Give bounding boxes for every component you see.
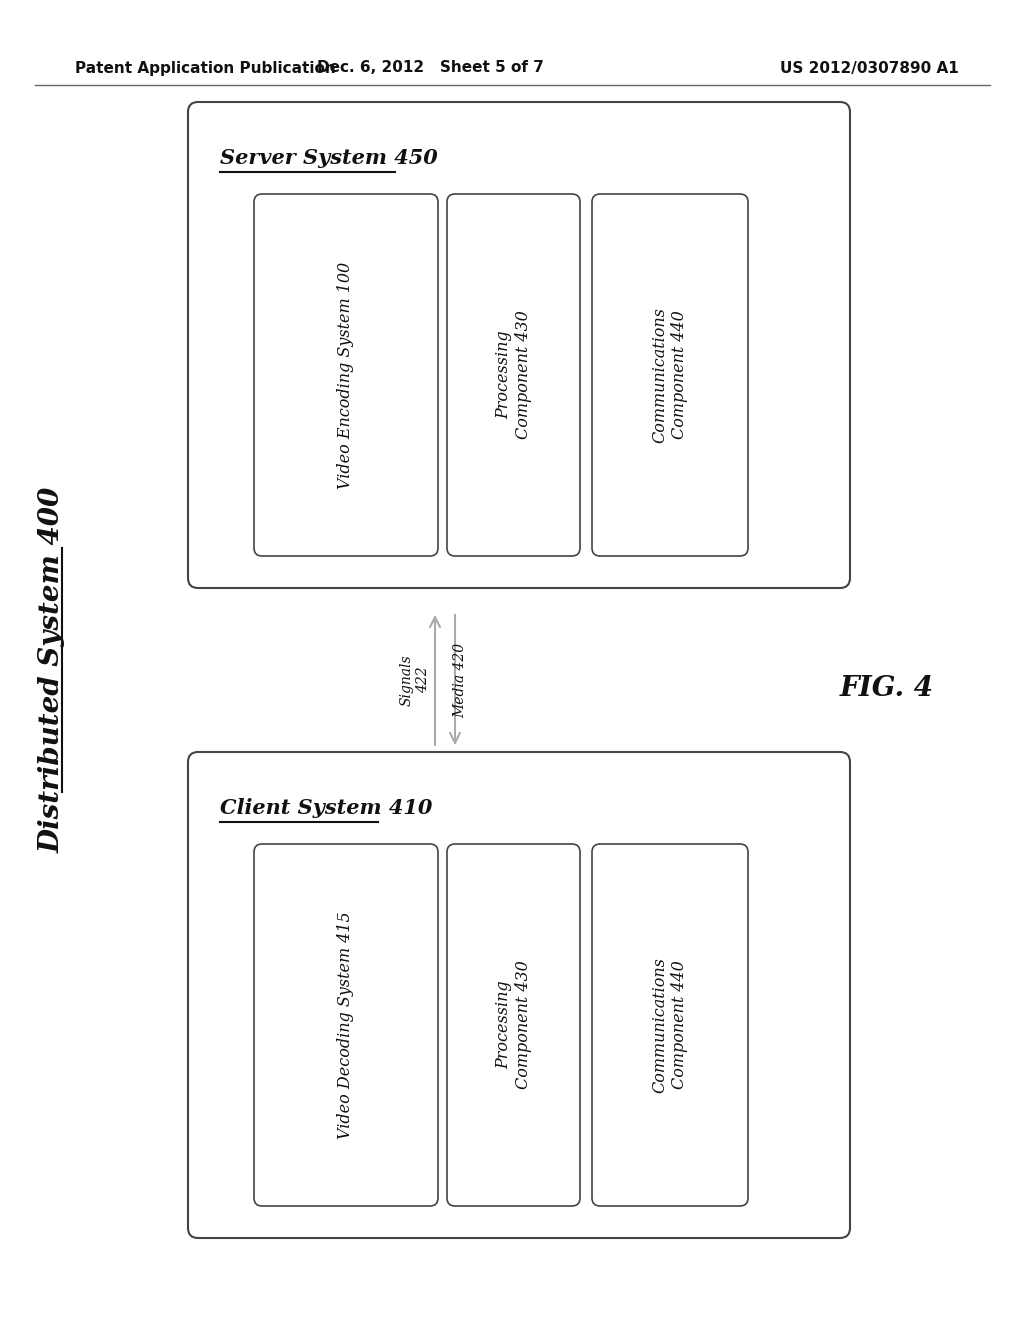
Text: Signals
422: Signals 422 xyxy=(400,655,430,706)
Text: FIG. 4: FIG. 4 xyxy=(840,675,934,701)
FancyBboxPatch shape xyxy=(447,843,580,1206)
Text: Dec. 6, 2012   Sheet 5 of 7: Dec. 6, 2012 Sheet 5 of 7 xyxy=(316,61,544,75)
Text: Distributed System 400: Distributed System 400 xyxy=(39,487,66,853)
FancyBboxPatch shape xyxy=(592,843,748,1206)
FancyBboxPatch shape xyxy=(188,752,850,1238)
Text: US 2012/0307890 A1: US 2012/0307890 A1 xyxy=(780,61,958,75)
Text: Video Encoding System 100: Video Encoding System 100 xyxy=(338,261,354,488)
FancyBboxPatch shape xyxy=(188,102,850,587)
FancyBboxPatch shape xyxy=(254,843,438,1206)
FancyBboxPatch shape xyxy=(447,194,580,556)
Text: Processing
Component 430: Processing Component 430 xyxy=(496,961,531,1089)
Text: Communications
Component 440: Communications Component 440 xyxy=(651,308,688,444)
Text: Processing
Component 430: Processing Component 430 xyxy=(496,310,531,440)
FancyBboxPatch shape xyxy=(592,194,748,556)
Text: Media 420: Media 420 xyxy=(453,643,467,718)
FancyBboxPatch shape xyxy=(254,194,438,556)
Text: Server System 450: Server System 450 xyxy=(220,148,437,168)
Text: Video Decoding System 415: Video Decoding System 415 xyxy=(338,911,354,1139)
Text: Communications
Component 440: Communications Component 440 xyxy=(651,957,688,1093)
Text: Client System 410: Client System 410 xyxy=(220,799,432,818)
Text: Patent Application Publication: Patent Application Publication xyxy=(75,61,336,75)
